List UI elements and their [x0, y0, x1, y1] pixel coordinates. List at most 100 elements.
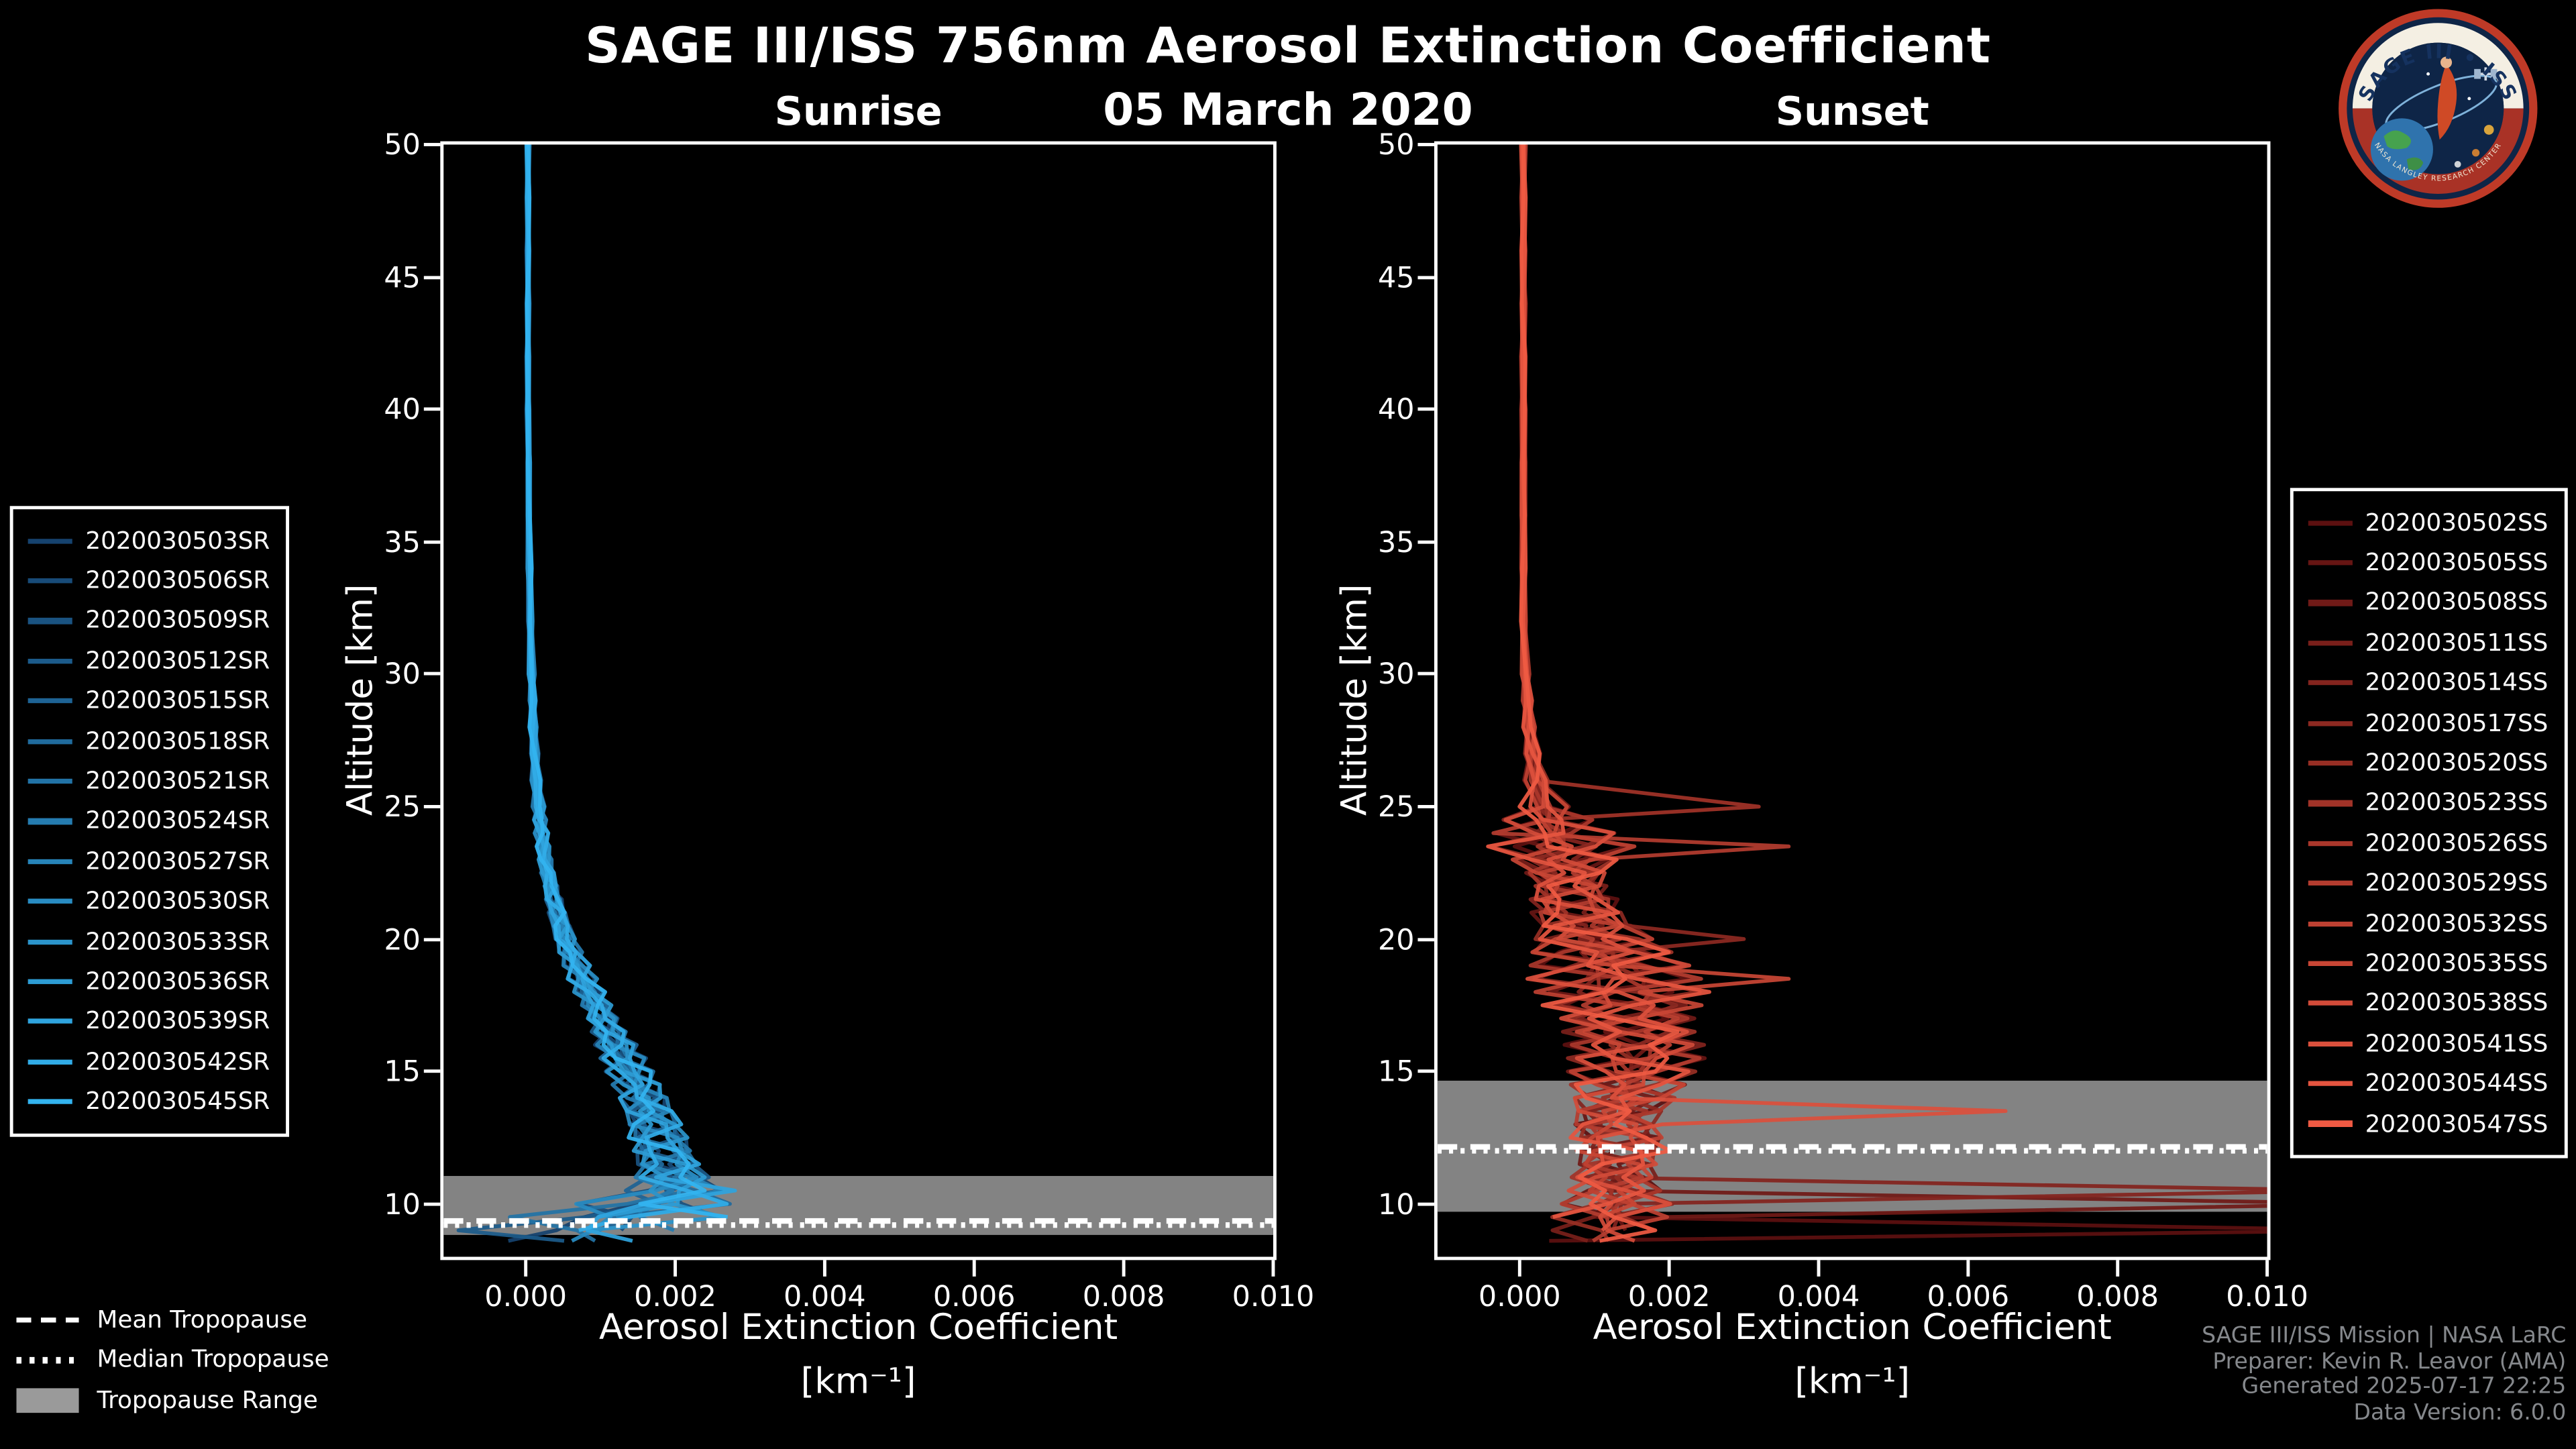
credit-preparer: Preparer: Kevin R. Leavor (AMA) [2212, 1348, 2567, 1375]
y-tick-mark [423, 143, 441, 146]
legend-item: 2020030539SR [28, 1002, 270, 1042]
legend-label: 2020030539SR [85, 1008, 270, 1036]
legend-label: 2020030536SR [85, 967, 270, 996]
legend-line-swatch [2307, 1121, 2352, 1127]
logo-planet [2483, 125, 2494, 135]
panel-title-sunset: Sunset [1775, 89, 1929, 135]
sage-iss-logo: SAGE III • ISS NASA LANGLEY RESEARCH CEN… [2339, 9, 2538, 208]
logo-star [2426, 72, 2430, 76]
legend-item: 2020030541SS [2307, 1024, 2548, 1064]
x-tick-label: 0.008 [1082, 1281, 1165, 1315]
y-tick-mark [1417, 805, 1434, 808]
y-tick-mark [1417, 540, 1434, 544]
legend-label: 2020030542SR [85, 1047, 270, 1076]
legend-line-swatch [28, 578, 72, 584]
legend-label: 2020030547SS [2365, 1110, 2548, 1138]
y-tick-mark [1417, 143, 1434, 146]
legend-label: Median Tropopause [97, 1346, 329, 1375]
y-tick-mark [423, 1069, 441, 1073]
legend-line-swatch [28, 1059, 72, 1065]
logo-iss-panel [2474, 68, 2481, 79]
profile-line [524, 144, 729, 1232]
figure-title: SAGE III/ISS 756nm Aerosol Extinction Co… [584, 17, 1992, 76]
legend-label: 2020030511SS [2365, 629, 2548, 657]
legend-line-swatch [2307, 520, 2352, 526]
legend-line-swatch [2307, 760, 2352, 766]
legend-line-swatch [2307, 680, 2352, 686]
y-tick-label: 10 [1378, 1189, 1415, 1222]
legend-item: 2020030532SS [2307, 904, 2548, 944]
legend-label: 2020030535SS [2365, 949, 2548, 978]
legend-item: 2020030508SS [2307, 583, 2548, 623]
y-tick-mark [1417, 1069, 1434, 1073]
profile-line [508, 144, 698, 1243]
x-tick-mark [2265, 1260, 2269, 1277]
legend-line-swatch [28, 938, 72, 945]
logo-moon [2454, 161, 2461, 168]
legend-line-swatch [28, 979, 72, 985]
legend-label: 2020030544SS [2365, 1069, 2548, 1098]
y-tick-label: 15 [384, 1057, 421, 1090]
legend-label: 2020030541SS [2365, 1029, 2548, 1058]
profile-line [456, 144, 711, 1243]
legend-item: 2020030526SS [2307, 823, 2548, 863]
legend-item: 2020030515SR [28, 681, 270, 721]
tropopause-legend: Mean Tropopause Median Tropopause Tropop… [16, 1299, 329, 1421]
legend-label: 2020030545SR [85, 1087, 270, 1116]
legend-label: 2020030527SR [85, 847, 270, 875]
x-tick-label: 0.000 [1478, 1281, 1561, 1315]
legend-line-swatch [28, 1099, 72, 1105]
x-tick-label: 0.006 [1927, 1281, 2010, 1315]
y-tick-label: 50 [384, 129, 421, 163]
legend-label: 2020030514SS [2365, 669, 2548, 697]
x-tick-mark [972, 1260, 976, 1277]
legend-label: 2020030503SR [85, 527, 270, 555]
legend-item: 2020030511SS [2307, 623, 2548, 663]
panel-title-sunrise: Sunrise [774, 89, 943, 135]
legend-item: 2020030527SR [28, 841, 270, 881]
x-tick-mark [1966, 1260, 1970, 1277]
legend-item: 2020030514SS [2307, 663, 2548, 703]
y-tick-label: 50 [1378, 129, 1415, 163]
legend-item: 2020030536SR [28, 961, 270, 1002]
profile-line [1486, 144, 1711, 1219]
legend-label: 2020030506SR [85, 567, 270, 595]
profile-line [525, 144, 690, 1232]
y-tick-mark [423, 805, 441, 808]
y-tick-label: 40 [384, 394, 421, 428]
legend-item-tropopause-range: Tropopause Range [16, 1381, 329, 1421]
y-tick-mark [423, 540, 441, 544]
x-tick-mark [524, 1260, 528, 1277]
legend-line-swatch [2307, 961, 2352, 967]
y-tick-mark [423, 672, 441, 676]
legend-item: 2020030503SR [28, 521, 270, 561]
legend-item: 2020030535SS [2307, 943, 2548, 983]
x-tick-label: 0.004 [1777, 1281, 1860, 1315]
legend-line-swatch [2307, 720, 2352, 726]
legend-line-swatch [2307, 841, 2352, 846]
y-tick-mark [1417, 1202, 1434, 1206]
y-tick-label: 40 [1378, 394, 1415, 428]
logo-earth-land2 [2406, 157, 2424, 170]
x-tick-label: 0.002 [634, 1281, 716, 1315]
logo-figure [2437, 64, 2457, 140]
legend-label: 2020030538SS [2365, 989, 2548, 1018]
legend-item: 2020030517SS [2307, 703, 2548, 743]
legend-item: 2020030538SS [2307, 983, 2548, 1024]
y-tick-label: 30 [384, 659, 421, 692]
legend-line-swatch [28, 738, 72, 744]
legend-label: Mean Tropopause [97, 1305, 307, 1334]
legend-line-swatch [28, 859, 72, 864]
legend-item: 2020030502SS [2307, 502, 2548, 543]
legend-line-swatch [28, 1019, 72, 1024]
profile-line [525, 144, 729, 1219]
legend-line-swatch [2307, 640, 2352, 646]
y-tick-label: 15 [1378, 1057, 1415, 1090]
logo-iss-panel2 [2490, 68, 2498, 79]
legend-item-mean-tropopause: Mean Tropopause [16, 1299, 329, 1340]
legend-line-swatch [2307, 1001, 2352, 1006]
y-tick-mark [423, 407, 441, 411]
legend-item: 2020030542SR [28, 1042, 270, 1082]
legend-label: 2020030518SR [85, 727, 270, 755]
logo-figure-head [2440, 56, 2453, 68]
